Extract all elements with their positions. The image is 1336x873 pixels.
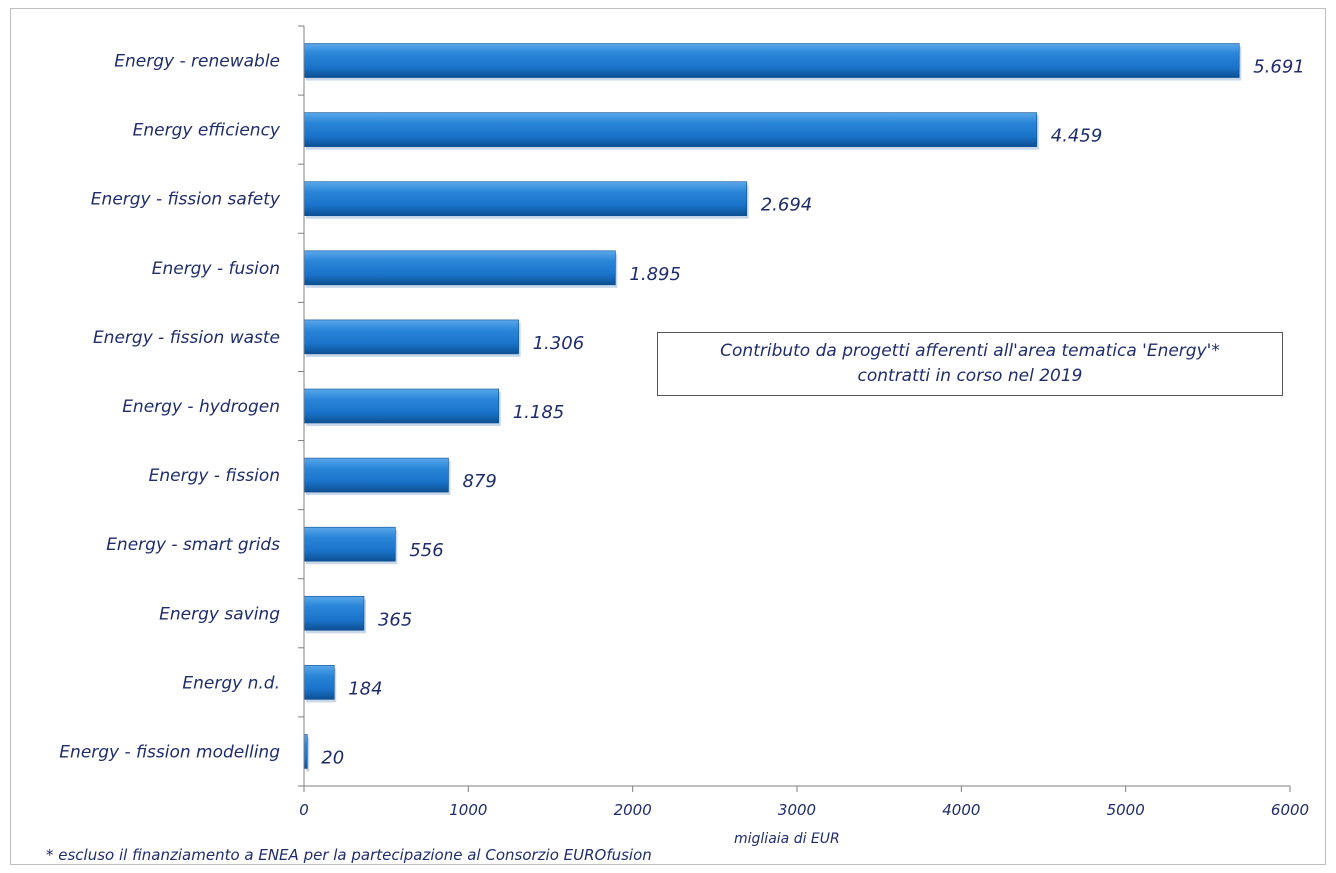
value-label: 2.694: [761, 195, 813, 216]
bar: [303, 250, 616, 286]
x-tick-label: 0: [299, 801, 309, 819]
bar: [303, 388, 500, 424]
value-label: 879: [462, 471, 496, 492]
x-tick-label: 4000: [942, 801, 980, 819]
category-label: Energy efficiency: [133, 121, 281, 141]
x-tick-label: 3000: [778, 801, 816, 819]
bar: [303, 319, 519, 355]
bar-shadow: [306, 737, 310, 772]
value-label: 556: [409, 540, 443, 561]
value-label: 1.185: [513, 402, 565, 423]
value-label: 1.895: [629, 264, 681, 285]
category-label: Energy - fission: [149, 466, 280, 486]
category-label: Energy - fission modelling: [59, 742, 280, 762]
value-label: 365: [378, 609, 412, 630]
x-tick-label: 6000: [1271, 801, 1309, 819]
bar: [303, 43, 1240, 78]
category-label: Energy - hydrogen: [122, 397, 280, 417]
value-label: 20: [321, 747, 344, 768]
annotation-line-1: Contributo da progetti afferenti all'are…: [720, 341, 1220, 361]
category-label: Energy saving: [159, 604, 280, 624]
bar: [303, 181, 748, 217]
x-tick-label: 2000: [614, 801, 652, 819]
value-label: 1.306: [533, 333, 585, 354]
bar: [303, 595, 365, 631]
category-label: Energy n.d.: [182, 673, 280, 693]
category-label: Energy - fusion: [152, 259, 280, 279]
category-label: Energy - fission safety: [91, 190, 281, 210]
value-label: 4.459: [1051, 126, 1103, 147]
category-label: Energy - fission waste: [93, 328, 280, 348]
chart-frame: [10, 8, 1326, 865]
x-tick-label: 1000: [449, 801, 487, 819]
bar: [303, 112, 1038, 147]
footnote: * escluso il finanziamento a ENEA per la…: [46, 846, 652, 864]
x-tick-label: 5000: [1107, 801, 1145, 819]
category-label: Energy - smart grids: [106, 535, 280, 555]
x-axis-title: migliaia di EUR: [734, 831, 840, 847]
bar: [303, 457, 449, 493]
annotation-line-2: contratti in corso nel 2019: [857, 366, 1083, 386]
bar: [303, 665, 335, 700]
category-label: Energy - renewable: [114, 52, 280, 72]
bar: [303, 526, 396, 562]
value-label: 5.691: [1253, 57, 1305, 78]
chart-annotation: Contributo da progetti afferenti all'are…: [657, 332, 1283, 396]
value-label: 184: [348, 678, 382, 699]
